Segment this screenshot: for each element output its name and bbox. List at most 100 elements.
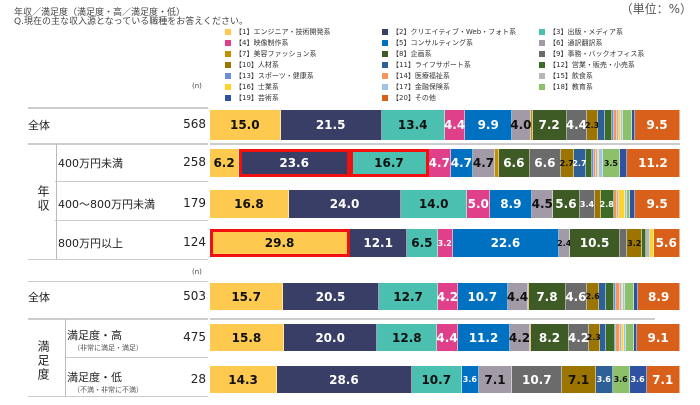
bar-segment (599, 324, 606, 351)
bar-segment (614, 110, 617, 140)
bar-segment: 5.6 (553, 190, 580, 218)
bar-segment: 6.5 (407, 229, 438, 257)
legend-swatch (382, 73, 388, 79)
bar-segment: 13.4 (381, 110, 445, 140)
bar-segment (633, 324, 638, 351)
legend-item: 【20】その他 (382, 93, 539, 103)
bar-segment: 8.2 (530, 324, 570, 351)
legend-swatch (539, 29, 545, 35)
bar-segment: 29.8 (210, 229, 351, 257)
data-label: 3.2 (437, 238, 452, 248)
legend-label: 【9】事務・バックオフィス系 (549, 50, 645, 58)
bar-segment (622, 110, 632, 140)
data-label: 3.6 (462, 375, 477, 384)
legend-label: 【19】芸術系 (235, 94, 279, 102)
bar-segment (631, 110, 636, 140)
bar-segment (620, 324, 622, 351)
bar-segment (619, 110, 622, 140)
legend-item: 【19】芸術系 (225, 93, 382, 103)
bar-row: 6.2 23.6 16.7 4.7 4.7 4.7 6.6 6.6 2.7 2.7 3.5 11.2 (210, 149, 680, 177)
row-label: 800万円以上 (58, 235, 123, 251)
data-label: 15.0 (229, 118, 260, 132)
row-sublabel: （非常に満足・満足） (73, 343, 143, 352)
data-label: 6.2 (213, 156, 235, 170)
data-label: 15.7 (231, 289, 261, 304)
bar-segment: 12.1 (350, 229, 408, 257)
bar-segment (630, 190, 636, 218)
bar-segment: 2.7 (572, 149, 587, 177)
legend-item: 【9】事務・バックオフィス系 (539, 49, 696, 59)
bar-segment: 9.5 (635, 110, 680, 140)
data-label: 3.6 (630, 375, 645, 384)
data-label: 2.7 (572, 158, 587, 168)
row-label: 満足度・高 （非常に満足・満足） (67, 327, 143, 353)
group-label: 満足度 (36, 340, 50, 382)
bar-segment: 6.6 (498, 149, 530, 177)
legend-label: 【2】クリエイティブ・Web・フォト系 (392, 28, 517, 36)
data-label: 9.9 (477, 118, 499, 132)
bar-segment (619, 149, 628, 177)
group-label: 年収 (36, 185, 50, 213)
data-label: 13.4 (397, 118, 428, 132)
data-label: 24.0 (329, 197, 360, 211)
row-label-text: 400万円未満 (58, 157, 123, 170)
bar-row: 15.0 21.5 13.4 4.4 9.9 4.0 7.2 4.4 2.3 9.5 (210, 110, 680, 140)
bar-segment (625, 283, 634, 310)
data-label: 2.6 (585, 292, 600, 301)
legend-item: 【7】美容ファッション系 (225, 49, 382, 59)
data-label: 4.2 (436, 289, 459, 304)
data-label: 6.6 (534, 156, 556, 170)
legend-label: 【18】教育系 (549, 83, 593, 91)
n-header-2: (n) (192, 268, 202, 276)
bar-segment (593, 149, 596, 177)
data-label: 20.0 (315, 330, 345, 345)
data-label: 3.5 (603, 158, 618, 168)
legend-swatch (225, 84, 231, 90)
row-label: 全体 (28, 117, 50, 133)
bar-segment: 9.9 (465, 110, 512, 140)
bar-segment: 7.1 (478, 366, 513, 393)
bar-segment (625, 324, 634, 351)
legend-label: 【11】ライフサポート系 (392, 61, 471, 69)
bar-segment: 4.2 (509, 324, 530, 351)
bar-row: 15.8 20.0 12.8 4.4 11.2 4.2 8.2 4.2 2.3 9.1 (210, 324, 680, 351)
bar-segment (598, 110, 605, 140)
legend-swatch (382, 84, 388, 90)
bar-segment (646, 229, 650, 257)
row-label-text: 満足度・高 (67, 328, 122, 342)
legend-item: 【4】映像制作系 (225, 38, 382, 48)
data-label: 7.1 (484, 372, 506, 387)
bar-segment: 5.6 (653, 229, 680, 257)
row-label: 満足度・低 （不満・非常に不満） (67, 369, 143, 395)
legend-swatch (382, 62, 388, 68)
bar-segment (528, 283, 530, 310)
data-label: 11.2 (638, 156, 668, 170)
bar-segment (586, 149, 592, 177)
row-label-text: 400～800万円未満 (58, 198, 155, 211)
legend-label: 【4】映像制作系 (235, 39, 289, 47)
data-label: 14.0 (418, 197, 449, 211)
legend-swatch (539, 84, 545, 90)
data-label: 4.5 (531, 197, 553, 211)
legend-item: 【16】士業系 (225, 82, 382, 92)
bar-segment: 3.2 (438, 229, 453, 257)
bar-segment: 4.6 (565, 283, 588, 310)
bar-segment (616, 110, 620, 140)
data-label: 15.8 (231, 330, 262, 345)
legend-label: 【7】美容ファッション系 (235, 50, 317, 58)
legend-item: 【17】金融保険系 (382, 82, 539, 92)
legend-item: 【13】スポーツ・健康系 (225, 71, 382, 81)
data-label: 16.7 (374, 156, 404, 170)
bar-segment: 4.2 (436, 283, 459, 310)
bar-segment (591, 149, 594, 177)
bar-segment: 7.2 (532, 110, 567, 140)
bar-segment (649, 229, 654, 257)
row-n: 179 (183, 196, 206, 210)
data-label: 6.5 (411, 236, 433, 250)
legend-item: 【10】人材系 (225, 60, 382, 70)
data-label: 21.5 (315, 118, 346, 132)
bar-segment: 23.6 (239, 149, 351, 177)
data-label: 7.2 (538, 118, 560, 132)
unit-label: （単位：%） (620, 2, 692, 16)
data-label: 4.4 (436, 330, 458, 345)
